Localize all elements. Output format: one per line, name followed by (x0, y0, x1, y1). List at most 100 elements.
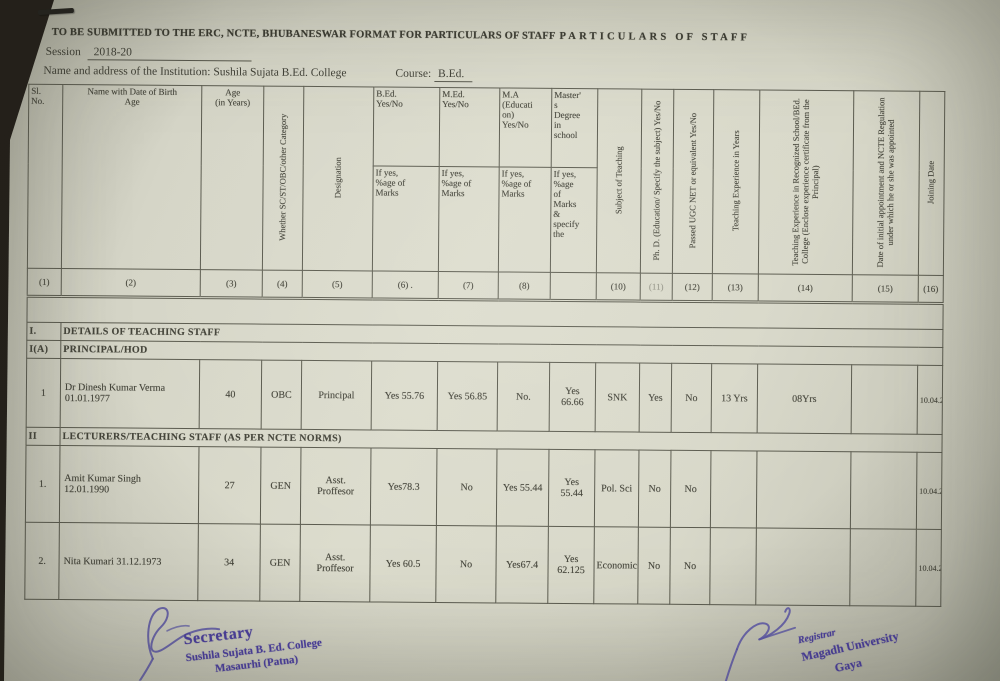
cell-category: GEN (259, 524, 301, 602)
cell-name: Nita Kumari 31.12.1973 (58, 522, 199, 601)
cell-ma: No. (497, 361, 550, 432)
cell-joining-date: 10.04.2018 (917, 365, 943, 435)
header-ugc-net: Passed UGC NET or equivalent Yes/No (672, 89, 714, 274)
header-subject-of-teaching: Subject of Teaching (596, 88, 642, 274)
cell-med: No (436, 448, 497, 526)
registrar-signature-icon (723, 607, 796, 681)
header-med: M.Ed. Yes/No (439, 87, 500, 167)
cell-designation: Principal (301, 360, 372, 430)
cell-subject: SNK (595, 362, 640, 433)
session-line: Session 2018-20 (46, 46, 1000, 65)
header-joining-date: Joining Date (918, 91, 945, 276)
secretary-signature-icon (133, 607, 221, 681)
cell-age: 34 (197, 523, 261, 602)
document-title: TO BE SUBMITTED TO THE ERC, NCTE, BHUBAN… (52, 27, 1000, 45)
header-bed-marks: If yes, %age of Marks (372, 165, 440, 272)
col-number: (1) (27, 268, 62, 297)
cell-med: No (435, 525, 497, 603)
cell-joining-date: 10.04.2018 (916, 452, 942, 530)
table-row: 2. Nita Kumari 31.12.1973 34 GEN Asst. P… (24, 522, 942, 607)
col-number: (7) (438, 271, 499, 300)
col-number: (15) (852, 274, 919, 304)
cell-subject: Economics (593, 526, 639, 605)
cell-masters: Yes 66.66 (549, 362, 596, 432)
header-designation: Designation (302, 86, 374, 271)
cell-school-experience: 08Yrs (757, 363, 852, 434)
col-number: (5) (302, 270, 373, 299)
staff-particulars-table: Sl. No. Name with Date of Birth Age Age … (24, 84, 945, 607)
col-number: (12) (672, 273, 713, 302)
title-spaced: PARTICULARS OF STAFF (559, 30, 751, 44)
cell-ugc-net: No (671, 363, 712, 433)
cell-joining-date: 10.04.2018 (915, 529, 942, 607)
cell-bed: Yes 55.76 (371, 360, 438, 431)
institution-value: Sushila Sujata B.Ed. College (213, 66, 347, 80)
title-main: TO BE SUBMITTED TO THE ERC, NCTE, BHUBAN… (51, 26, 556, 42)
cell-phd: No (637, 527, 671, 605)
cell-school-experience (756, 450, 851, 529)
cell-category: OBC (261, 360, 302, 430)
header-row-top: Sl. No. Name with Date of Birth Age Age … (27, 84, 945, 276)
section-number: II (26, 427, 61, 446)
course-value: B.Ed. (434, 67, 473, 83)
cell-med: Yes 56.85 (437, 361, 498, 431)
cell-experience-years (710, 450, 757, 528)
cell-bed: Yes 60.5 (369, 524, 437, 603)
cell-ma: Yes 55.44 (496, 448, 549, 527)
cell-phd: No (638, 450, 671, 528)
header-med-marks: If yes, %age of Marks (438, 166, 500, 272)
cell-school-experience (755, 527, 851, 606)
cell-experience-years: 13 Yrs (711, 363, 758, 433)
header-ma-education: M.A (Educati on) Yes/No (499, 87, 552, 168)
course-label: Course: (395, 67, 432, 80)
cell-sl-no: 1. (25, 445, 61, 523)
cell-designation: Asst. Proffesor (299, 524, 371, 602)
header-name-dob: Name with Date of Birth Age (61, 84, 202, 270)
cell-sl-no: 1 (26, 358, 61, 428)
pen-dash-mark (37, 7, 75, 16)
document-header: TO BE SUBMITTED TO THE ERC, NCTE, BHUBAN… (43, 27, 1000, 84)
col-number: (11) (640, 273, 673, 302)
cell-age: 40 (199, 359, 262, 430)
secretary-signature-block: Secretary Sushila Sujata B. Ed. College … (123, 601, 383, 681)
session-label: Session (45, 45, 81, 59)
col-number: (10) (596, 272, 641, 302)
col-number: (8) (498, 271, 551, 301)
cell-appointment-date (849, 528, 917, 607)
cell-appointment-date (851, 364, 918, 435)
registrar-signature-block: Registrar Magadh University Gaya (723, 597, 993, 681)
col-number: (4) (262, 270, 303, 299)
cell-bed: Yes78.3 (370, 447, 437, 526)
header-phd: Ph. D. (Education/ Specify the subject) … (640, 89, 674, 274)
col-number: (2) (61, 268, 201, 298)
cell-age: 27 (198, 446, 261, 525)
header-sl-no: Sl. No. (27, 84, 63, 269)
cell-masters: Yes 62.125 (547, 526, 595, 604)
header-category: Whether SC/ST/OBC/other Category (262, 86, 304, 271)
header-ma-marks: If yes, %age of Marks (498, 166, 552, 273)
cell-ugc-net: No (669, 527, 711, 605)
col-number: (16) (918, 275, 944, 304)
cell-phd: Yes (639, 363, 672, 433)
cell-category: GEN (260, 447, 301, 525)
header-age: Age (in Years) (200, 85, 264, 271)
cell-experience-years (709, 527, 757, 605)
institution-line: Name and address of the Institution: Sus… (43, 65, 999, 85)
header-initial-appointment: Date of initial appointment and NCTE Reg… (852, 90, 920, 276)
cell-appointment-date (850, 451, 917, 530)
header-masters-marks: If yes, %age of Marks & specify the (550, 167, 598, 273)
col-number: (6) . (372, 270, 439, 300)
session-value: 2018-20 (87, 46, 253, 62)
section-number: I(A) (26, 340, 61, 359)
cell-designation: Asst. Proffesor (300, 447, 371, 525)
institution-label: Name and address of the Institution: (43, 64, 211, 79)
header-school-experience: Teaching Experience in Recognized School… (758, 89, 854, 275)
section-number: I. (26, 322, 61, 341)
col-number: (14) (758, 273, 853, 303)
header-bed: B.Ed. Yes/No (373, 86, 440, 167)
header-masters-degree: Master' s Degree in school (551, 88, 598, 168)
cell-sl-no: 2. (24, 522, 60, 600)
